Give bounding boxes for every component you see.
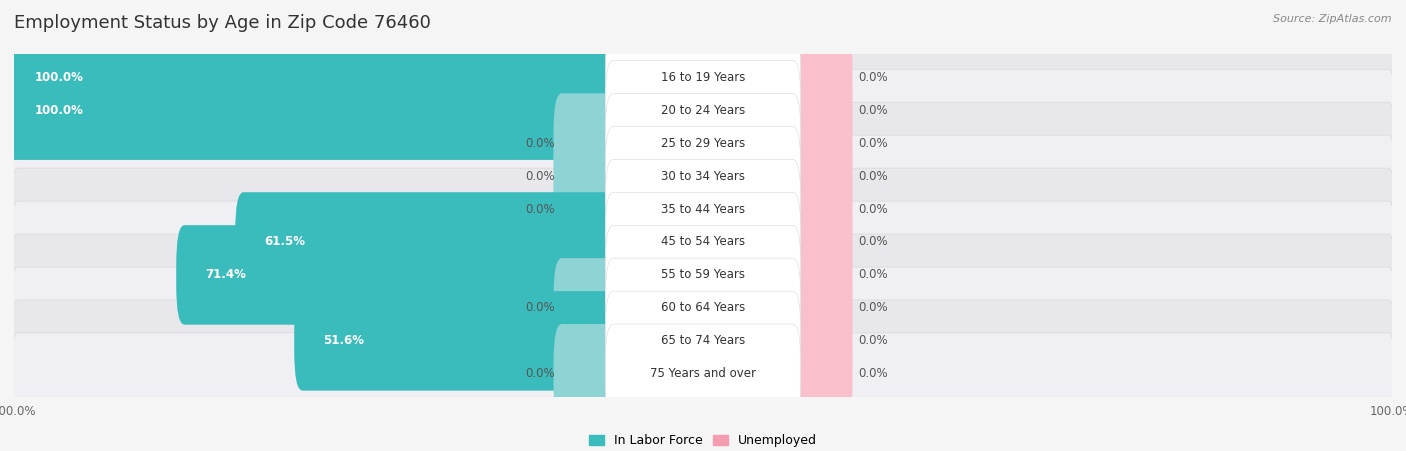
FancyBboxPatch shape: [554, 126, 619, 226]
Text: 0.0%: 0.0%: [858, 235, 887, 249]
FancyBboxPatch shape: [787, 60, 852, 160]
FancyBboxPatch shape: [787, 192, 852, 292]
Text: 71.4%: 71.4%: [205, 268, 246, 281]
Text: 25 to 29 Years: 25 to 29 Years: [661, 137, 745, 150]
FancyBboxPatch shape: [6, 60, 619, 160]
FancyBboxPatch shape: [605, 93, 801, 193]
FancyBboxPatch shape: [787, 93, 852, 193]
Text: 75 Years and over: 75 Years and over: [650, 367, 756, 380]
Text: 0.0%: 0.0%: [858, 137, 887, 150]
FancyBboxPatch shape: [294, 291, 619, 391]
Text: 65 to 74 Years: 65 to 74 Years: [661, 334, 745, 347]
FancyBboxPatch shape: [13, 333, 1393, 414]
Text: 35 to 44 Years: 35 to 44 Years: [661, 202, 745, 216]
FancyBboxPatch shape: [605, 28, 801, 127]
FancyBboxPatch shape: [787, 291, 852, 391]
FancyBboxPatch shape: [787, 126, 852, 226]
Text: 0.0%: 0.0%: [526, 137, 555, 150]
Text: 51.6%: 51.6%: [323, 334, 364, 347]
Text: 100.0%: 100.0%: [35, 104, 83, 117]
Text: 30 to 34 Years: 30 to 34 Years: [661, 170, 745, 183]
Text: 100.0%: 100.0%: [35, 71, 83, 84]
FancyBboxPatch shape: [605, 225, 801, 325]
Text: 61.5%: 61.5%: [264, 235, 305, 249]
FancyBboxPatch shape: [554, 93, 619, 193]
FancyBboxPatch shape: [554, 258, 619, 358]
Text: 45 to 54 Years: 45 to 54 Years: [661, 235, 745, 249]
Text: 0.0%: 0.0%: [526, 367, 555, 380]
FancyBboxPatch shape: [13, 37, 1393, 118]
FancyBboxPatch shape: [605, 291, 801, 391]
FancyBboxPatch shape: [554, 324, 619, 423]
FancyBboxPatch shape: [13, 69, 1393, 151]
Text: 16 to 19 Years: 16 to 19 Years: [661, 71, 745, 84]
Text: 0.0%: 0.0%: [526, 170, 555, 183]
Text: 0.0%: 0.0%: [858, 334, 887, 347]
Text: Employment Status by Age in Zip Code 76460: Employment Status by Age in Zip Code 764…: [14, 14, 430, 32]
Text: 0.0%: 0.0%: [526, 202, 555, 216]
FancyBboxPatch shape: [787, 28, 852, 127]
FancyBboxPatch shape: [787, 159, 852, 259]
Text: 0.0%: 0.0%: [858, 202, 887, 216]
FancyBboxPatch shape: [605, 126, 801, 226]
FancyBboxPatch shape: [554, 159, 619, 259]
FancyBboxPatch shape: [605, 159, 801, 259]
Text: 20 to 24 Years: 20 to 24 Years: [661, 104, 745, 117]
FancyBboxPatch shape: [13, 300, 1393, 382]
Text: 0.0%: 0.0%: [526, 301, 555, 314]
Text: 0.0%: 0.0%: [858, 170, 887, 183]
FancyBboxPatch shape: [605, 324, 801, 423]
FancyBboxPatch shape: [605, 258, 801, 358]
Legend: In Labor Force, Unemployed: In Labor Force, Unemployed: [583, 429, 823, 451]
FancyBboxPatch shape: [787, 225, 852, 325]
FancyBboxPatch shape: [787, 324, 852, 423]
FancyBboxPatch shape: [13, 267, 1393, 349]
FancyBboxPatch shape: [13, 234, 1393, 316]
Text: 0.0%: 0.0%: [858, 268, 887, 281]
Text: 0.0%: 0.0%: [858, 71, 887, 84]
FancyBboxPatch shape: [235, 192, 619, 292]
Text: Source: ZipAtlas.com: Source: ZipAtlas.com: [1274, 14, 1392, 23]
FancyBboxPatch shape: [13, 135, 1393, 217]
FancyBboxPatch shape: [605, 192, 801, 292]
FancyBboxPatch shape: [13, 168, 1393, 250]
Text: 60 to 64 Years: 60 to 64 Years: [661, 301, 745, 314]
FancyBboxPatch shape: [787, 258, 852, 358]
Text: 0.0%: 0.0%: [858, 301, 887, 314]
FancyBboxPatch shape: [6, 28, 619, 127]
Text: 0.0%: 0.0%: [858, 104, 887, 117]
FancyBboxPatch shape: [13, 201, 1393, 283]
FancyBboxPatch shape: [13, 102, 1393, 184]
FancyBboxPatch shape: [176, 225, 619, 325]
Text: 0.0%: 0.0%: [858, 367, 887, 380]
Text: 55 to 59 Years: 55 to 59 Years: [661, 268, 745, 281]
FancyBboxPatch shape: [605, 60, 801, 160]
